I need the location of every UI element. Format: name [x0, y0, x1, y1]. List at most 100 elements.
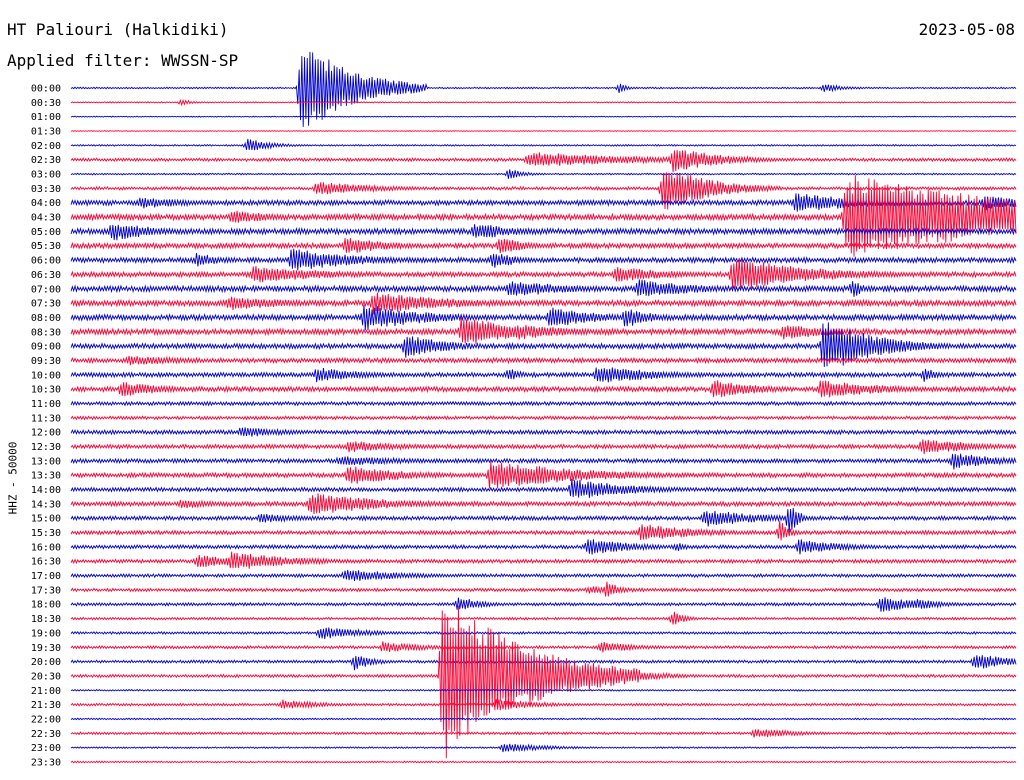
time-label: 22:30	[31, 729, 61, 740]
trace-group	[70, 51, 1017, 764]
trace-row-0600	[70, 248, 1017, 271]
trace-row-1100	[70, 400, 1017, 407]
time-label: 21:00	[31, 686, 61, 697]
trace-row-1000	[70, 367, 1017, 383]
time-label: 14:30	[31, 499, 61, 510]
time-label: 06:00	[31, 256, 61, 267]
time-label: 03:30	[31, 184, 61, 195]
trace-row-2130	[70, 699, 1017, 711]
time-label: 23:30	[31, 757, 61, 768]
trace-row-0500	[70, 224, 1017, 241]
time-label: 16:30	[31, 557, 61, 568]
trace-row-0800	[70, 304, 1017, 331]
trace-row-0700	[70, 279, 1017, 297]
time-label: 04:00	[31, 198, 61, 209]
time-label: 07:00	[31, 284, 61, 295]
time-label: 20:00	[31, 657, 61, 668]
trace-row-0530	[70, 238, 1017, 254]
time-label: 08:30	[31, 327, 61, 338]
trace-row-2300	[70, 743, 1017, 753]
trace-row-1430	[70, 493, 1017, 515]
time-label: 10:30	[31, 385, 61, 396]
trace-row-2330	[70, 760, 1017, 764]
time-label: 02:00	[31, 141, 61, 152]
trace-row-0730	[70, 292, 1017, 315]
time-label: 08:00	[31, 313, 61, 324]
time-label: 15:30	[31, 528, 61, 539]
time-label: 18:00	[31, 600, 61, 611]
time-label: 23:00	[31, 743, 61, 754]
time-label: 11:30	[31, 413, 61, 424]
time-label: 16:00	[31, 542, 61, 553]
time-label: 17:00	[31, 571, 61, 582]
time-label: 09:00	[31, 342, 61, 353]
trace-row-2030	[70, 605, 1017, 759]
record-date: 2023-05-08	[918, 20, 1015, 39]
trace-row-2100	[70, 688, 1017, 692]
time-label: 21:30	[31, 700, 61, 711]
time-label: 19:30	[31, 643, 61, 654]
time-label: 12:30	[31, 442, 61, 453]
trace-row-2000	[70, 655, 1017, 671]
trace-row-0230	[70, 150, 1017, 173]
time-label: 04:30	[31, 213, 61, 224]
trace-row-1730	[70, 581, 1017, 597]
time-label: 06:30	[31, 270, 61, 281]
time-label: 09:30	[31, 356, 61, 367]
time-label: 12:00	[31, 428, 61, 439]
time-label: 19:00	[31, 628, 61, 639]
filter-label: Applied filter: WWSSN-SP	[7, 51, 239, 70]
trace-row-0100	[70, 115, 1017, 118]
time-label: 20:30	[31, 671, 61, 682]
trace-row-1600	[70, 539, 1017, 555]
time-label: 03:00	[31, 170, 61, 181]
time-label: 00:30	[31, 98, 61, 109]
time-label: 14:00	[31, 485, 61, 496]
trace-row-0130	[70, 130, 1017, 132]
trace-row-0300	[70, 169, 1017, 179]
time-label: 17:30	[31, 585, 61, 596]
trace-row-1500	[70, 507, 1017, 533]
trace-row-1200	[70, 427, 1017, 437]
trace-row-0430	[70, 175, 1017, 257]
trace-row-1300	[70, 453, 1017, 470]
trace-row-0830	[70, 317, 1017, 345]
trace-row-2230	[70, 728, 1017, 738]
trace-row-2200	[70, 717, 1017, 721]
time-label: 15:00	[31, 514, 61, 525]
station-name: HT Paliouri (Halkidiki)	[7, 20, 229, 39]
time-label: 22:00	[31, 714, 61, 725]
time-label: 05:30	[31, 241, 61, 252]
time-label: 11:00	[31, 399, 61, 410]
trace-row-1830	[70, 611, 1017, 625]
time-label: 01:30	[31, 127, 61, 138]
time-label: 13:00	[31, 456, 61, 467]
trace-row-1400	[70, 478, 1017, 498]
trace-row-1630	[70, 551, 1017, 569]
trace-row-1030	[70, 380, 1017, 398]
time-label: 18:30	[31, 614, 61, 625]
trace-row-1930	[70, 641, 1017, 653]
trace-row-0930	[70, 355, 1017, 366]
trace-row-1130	[70, 415, 1017, 421]
trace-row-0030	[70, 98, 1017, 107]
trace-row-1230	[70, 439, 1017, 455]
trace-row-1700	[70, 569, 1017, 581]
time-label: 13:30	[31, 471, 61, 482]
time-label: 10:00	[31, 370, 61, 381]
trace-row-1800	[70, 597, 1017, 612]
trace-row-0200	[70, 138, 1017, 151]
time-label: 01:00	[31, 112, 61, 123]
trace-row-0000	[70, 51, 1017, 127]
time-label: 05:00	[31, 227, 61, 238]
time-label-group: 00:00 00:30 01:00 01:30 02:00 02:30 03:00 03:30…	[31, 84, 61, 769]
trace-row-1330	[70, 461, 1017, 489]
time-label: 00:00	[31, 84, 61, 95]
trace-row-1530	[70, 520, 1017, 541]
trace-row-0900	[70, 322, 1017, 367]
time-label: 02:30	[31, 155, 61, 166]
trace-row-1900	[70, 627, 1017, 639]
time-label: 07:30	[31, 299, 61, 310]
trace-row-0630	[70, 257, 1017, 290]
